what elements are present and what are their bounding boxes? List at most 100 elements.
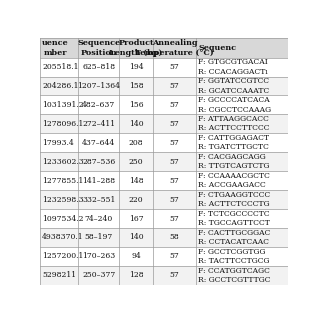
Bar xyxy=(78,133,119,152)
Bar xyxy=(78,266,119,285)
Text: 58: 58 xyxy=(170,234,180,242)
Text: 205518.1: 205518.1 xyxy=(42,63,78,71)
Text: 94: 94 xyxy=(131,252,141,260)
Bar xyxy=(196,266,288,285)
Text: 625–818: 625–818 xyxy=(82,63,116,71)
Text: 57: 57 xyxy=(170,196,180,204)
Bar xyxy=(119,152,153,171)
Text: 57: 57 xyxy=(170,120,180,128)
Bar xyxy=(119,190,153,209)
Bar xyxy=(40,58,78,76)
Text: 287–536: 287–536 xyxy=(82,158,116,166)
Bar xyxy=(119,133,153,152)
Text: F: TCTCGCCCCTC
R: TGCCAGTTCCT: F: TCTCGCCCCTC R: TGCCAGTTCCT xyxy=(198,210,270,227)
Bar xyxy=(40,95,78,115)
Text: 1257200.1: 1257200.1 xyxy=(42,252,83,260)
Bar xyxy=(78,115,119,133)
Text: Annealing
Temperature (°C): Annealing Temperature (°C) xyxy=(135,39,214,57)
Text: 156: 156 xyxy=(129,101,143,109)
Text: 17993.4: 17993.4 xyxy=(42,139,74,147)
Bar xyxy=(78,228,119,247)
Text: 1097534.2: 1097534.2 xyxy=(42,214,84,222)
Text: uence
mber: uence mber xyxy=(42,39,68,57)
Text: 332–551: 332–551 xyxy=(82,196,116,204)
Bar xyxy=(119,76,153,95)
Bar xyxy=(40,152,78,171)
Text: F: CCAAAACGCTC
R: ACCGAAGACC: F: CCAAAACGCTC R: ACCGAAGACC xyxy=(198,172,270,189)
Bar xyxy=(78,247,119,266)
Text: 141–288: 141–288 xyxy=(82,177,116,185)
Text: 1031391.2: 1031391.2 xyxy=(42,101,84,109)
Bar xyxy=(78,76,119,95)
Text: 57: 57 xyxy=(170,271,180,279)
Bar xyxy=(78,58,119,76)
Bar xyxy=(153,247,196,266)
Text: 128: 128 xyxy=(129,271,143,279)
Text: 1278096.1: 1278096.1 xyxy=(42,120,83,128)
Text: 1277855.1: 1277855.1 xyxy=(42,177,83,185)
Bar xyxy=(78,171,119,190)
Text: 250: 250 xyxy=(129,158,143,166)
Bar xyxy=(196,76,288,95)
Bar xyxy=(78,190,119,209)
Bar xyxy=(119,115,153,133)
Bar xyxy=(196,115,288,133)
Bar xyxy=(119,266,153,285)
Bar xyxy=(119,228,153,247)
Text: Sequenc: Sequenc xyxy=(198,44,236,52)
Text: 57: 57 xyxy=(170,63,180,71)
Bar xyxy=(40,115,78,133)
Bar xyxy=(40,209,78,228)
Bar xyxy=(119,247,153,266)
Bar xyxy=(119,38,153,58)
Text: 57: 57 xyxy=(170,82,180,90)
Bar xyxy=(40,38,78,58)
Bar xyxy=(196,228,288,247)
Text: 220: 220 xyxy=(129,196,143,204)
Text: F: CACGAGCAGG
R: TTGTCAGTCTG: F: CACGAGCAGG R: TTGTCAGTCTG xyxy=(198,153,269,170)
Text: 57: 57 xyxy=(170,158,180,166)
Text: 1233602.3: 1233602.3 xyxy=(42,158,84,166)
Text: 58–197: 58–197 xyxy=(85,234,113,242)
Text: 482–637: 482–637 xyxy=(82,101,116,109)
Bar xyxy=(153,152,196,171)
Text: F: CACTTGCGGAC
R: CCTACATCAAC: F: CACTTGCGGAC R: CCTACATCAAC xyxy=(198,229,270,246)
Bar xyxy=(78,152,119,171)
Text: 57: 57 xyxy=(170,177,180,185)
Bar xyxy=(40,133,78,152)
Text: 204286.1: 204286.1 xyxy=(42,82,78,90)
Bar xyxy=(153,266,196,285)
Text: 74–240: 74–240 xyxy=(85,214,113,222)
Text: F: GGTATCCGTCC
R: GCATCCAAATC: F: GGTATCCGTCC R: GCATCCAAATC xyxy=(198,77,269,95)
Text: F: GTGCGTGACAI
R: CCACAGGACTı: F: GTGCGTGACAI R: CCACAGGACTı xyxy=(198,59,268,76)
Bar xyxy=(153,58,196,76)
Text: 1232598.3: 1232598.3 xyxy=(42,196,84,204)
Text: 148: 148 xyxy=(129,177,143,185)
Text: Sequence
Position: Sequence Position xyxy=(77,39,120,57)
Bar xyxy=(153,133,196,152)
Text: 140: 140 xyxy=(129,234,143,242)
Bar xyxy=(196,171,288,190)
Bar xyxy=(196,152,288,171)
Bar xyxy=(78,38,119,58)
Bar xyxy=(153,171,196,190)
Text: 194: 194 xyxy=(129,63,143,71)
Bar xyxy=(119,209,153,228)
Text: 140: 140 xyxy=(129,120,143,128)
Bar xyxy=(40,228,78,247)
Bar xyxy=(153,190,196,209)
Text: 158: 158 xyxy=(129,82,143,90)
Bar xyxy=(40,76,78,95)
Bar xyxy=(153,95,196,115)
Bar xyxy=(119,58,153,76)
Text: Product
Length (bp): Product Length (bp) xyxy=(109,39,163,57)
Bar xyxy=(40,247,78,266)
Text: 4938370.1: 4938370.1 xyxy=(42,234,84,242)
Text: 272–411: 272–411 xyxy=(82,120,116,128)
Bar xyxy=(78,209,119,228)
Text: 437–644: 437–644 xyxy=(82,139,116,147)
Text: F: GCCTCGGTGG
R: TACTTCCTGCG: F: GCCTCGGTGG R: TACTTCCTGCG xyxy=(198,248,269,265)
Bar xyxy=(153,209,196,228)
Text: 57: 57 xyxy=(170,252,180,260)
Bar xyxy=(196,209,288,228)
